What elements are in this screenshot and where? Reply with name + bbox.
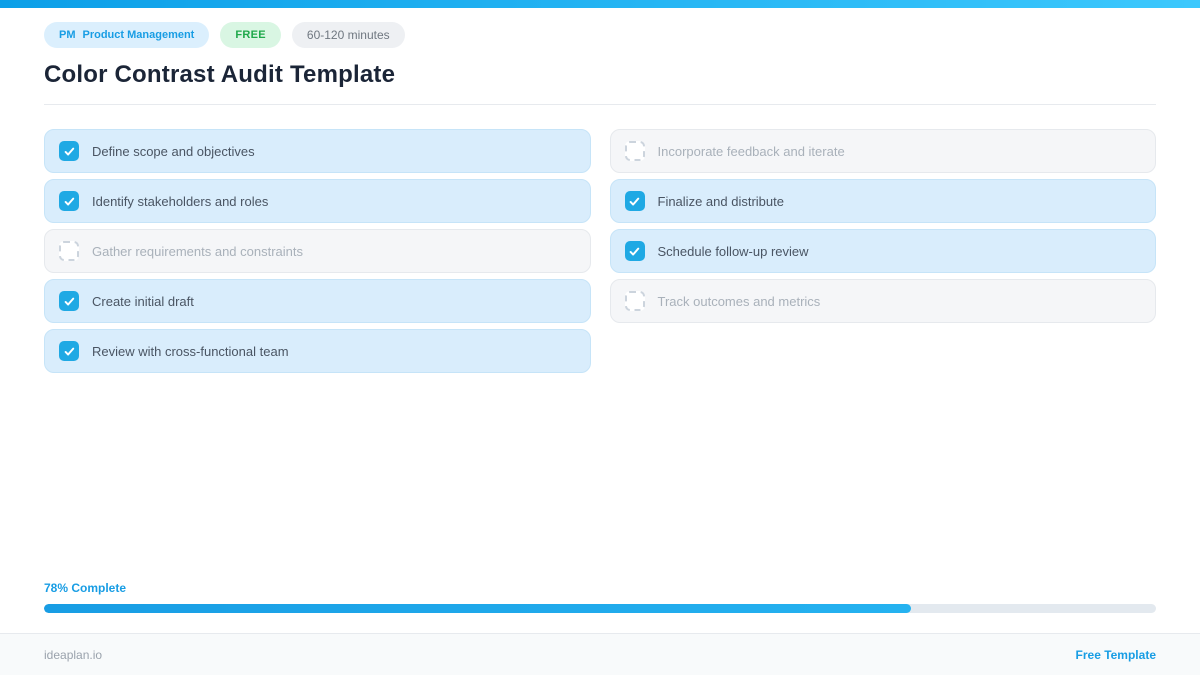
checkbox-checked[interactable] bbox=[59, 341, 79, 361]
footer-brand: ideaplan.io bbox=[44, 647, 103, 662]
category-abbr: PM bbox=[59, 29, 76, 41]
checklist-item[interactable]: Schedule follow-up review bbox=[609, 229, 1156, 273]
footer: ideaplan.io Free Template bbox=[0, 633, 1200, 675]
checkbox-checked[interactable] bbox=[59, 291, 79, 311]
checklist-item[interactable]: Review with cross-functional team bbox=[44, 329, 591, 373]
progress-track bbox=[44, 604, 1156, 613]
top-accent-bar bbox=[0, 0, 1200, 8]
checkmark-icon bbox=[629, 247, 640, 255]
checklist-item-label: Finalize and distribute bbox=[657, 193, 784, 209]
checkmark-icon bbox=[64, 147, 74, 155]
checklist-item[interactable]: Incorporate feedback and iterate bbox=[609, 129, 1156, 173]
checkbox-unchecked[interactable] bbox=[624, 141, 645, 161]
checklist-item-label: Schedule follow-up review bbox=[657, 243, 809, 259]
checklist-grid: Define scope and objectives Identify stak… bbox=[44, 129, 1156, 373]
checkmark-icon bbox=[629, 197, 640, 205]
badge-row: PM Product Management FREE 60-120 minute… bbox=[44, 22, 1156, 48]
checklist-item-label: Define scope and objectives bbox=[92, 143, 255, 159]
checklist-item-label: Gather requirements and constraints bbox=[92, 243, 303, 259]
checkbox-checked[interactable] bbox=[624, 191, 645, 211]
checklist-item[interactable]: Gather requirements and constraints bbox=[44, 229, 591, 273]
category-badge: PM Product Management bbox=[44, 22, 210, 48]
checklist-item-label: Identify stakeholders and roles bbox=[92, 193, 269, 209]
category-label: Product Management bbox=[82, 29, 195, 41]
main-content: PM Product Management FREE 60-120 minute… bbox=[0, 8, 1200, 633]
duration-badge: 60-120 minutes bbox=[291, 22, 405, 48]
checklist-item[interactable]: Track outcomes and metrics bbox=[609, 279, 1156, 323]
checkmark-icon bbox=[64, 197, 74, 205]
content-spacer bbox=[44, 373, 1156, 581]
checkmark-icon bbox=[64, 347, 74, 355]
progress-label: 78% Complete bbox=[44, 581, 127, 595]
checklist-item[interactable]: Define scope and objectives bbox=[44, 129, 591, 173]
checklist-column: Define scope and objectives Identify stak… bbox=[44, 129, 591, 373]
checklist-item[interactable]: Finalize and distribute bbox=[609, 179, 1156, 223]
checklist-item-label: Incorporate feedback and iterate bbox=[657, 143, 845, 159]
checkbox-checked[interactable] bbox=[624, 241, 645, 261]
progress-fill bbox=[44, 604, 912, 613]
header-divider bbox=[44, 104, 1156, 105]
checkbox-checked[interactable] bbox=[59, 191, 79, 211]
checklist-item-label: Create initial draft bbox=[92, 293, 194, 309]
checklist-item[interactable]: Identify stakeholders and roles bbox=[44, 179, 591, 223]
free-template-link[interactable]: Free Template bbox=[1075, 647, 1156, 662]
checkmark-icon bbox=[64, 297, 74, 305]
checklist-item-label: Review with cross-functional team bbox=[92, 343, 289, 359]
progress-section: 78% Complete bbox=[44, 581, 1156, 613]
page-title: Color Contrast Audit Template bbox=[44, 61, 396, 88]
checklist-item-label: Track outcomes and metrics bbox=[657, 293, 821, 309]
checklist-item[interactable]: Create initial draft bbox=[44, 279, 591, 323]
checkbox-unchecked[interactable] bbox=[624, 291, 645, 311]
checklist-column: Incorporate feedback and iterate Finalize… bbox=[609, 129, 1156, 373]
checkbox-unchecked[interactable] bbox=[59, 241, 79, 261]
free-badge: FREE bbox=[220, 22, 281, 48]
checkbox-checked[interactable] bbox=[59, 141, 79, 161]
